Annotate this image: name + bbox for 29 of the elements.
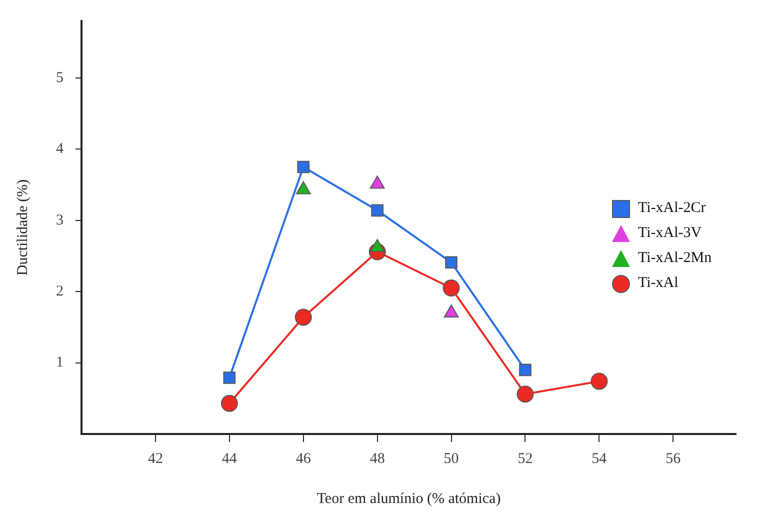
x-tick-label: 44 bbox=[222, 450, 238, 467]
x-tick-label: 52 bbox=[518, 450, 533, 467]
x-tick-label: 50 bbox=[444, 450, 459, 467]
x-tick-label: 56 bbox=[666, 450, 682, 467]
x-axis-title: Teor em alumínio (% atómica) bbox=[316, 490, 501, 507]
point bbox=[590, 372, 608, 390]
y-axis-title: Ductilidade (%) bbox=[14, 179, 31, 276]
legend-label: Ti-xAl-3V bbox=[638, 225, 702, 242]
legend-label: Ti-xAl-2Mn bbox=[638, 250, 712, 267]
x-tick-label: 42 bbox=[148, 450, 163, 467]
point bbox=[223, 372, 236, 384]
point bbox=[220, 394, 238, 412]
point bbox=[294, 308, 312, 326]
x-tick-label: 46 bbox=[296, 450, 312, 467]
point bbox=[519, 364, 532, 376]
x-tick-label: 54 bbox=[592, 450, 608, 467]
y-tick-label: 1 bbox=[56, 354, 64, 371]
y-tick-label: 4 bbox=[56, 141, 64, 158]
point bbox=[445, 256, 458, 269]
point bbox=[297, 160, 310, 174]
y-tick-label: 3 bbox=[56, 212, 64, 228]
legend-label: Ti-xAl bbox=[638, 275, 678, 292]
y-tick-label: 2 bbox=[56, 284, 64, 300]
point bbox=[371, 204, 384, 217]
x-tick-label: 48 bbox=[370, 450, 385, 467]
point bbox=[442, 280, 460, 297]
point bbox=[516, 386, 534, 403]
legend-label: Ti-xAl-2Cr bbox=[638, 200, 706, 217]
y-tick-label: 5 bbox=[56, 70, 64, 86]
